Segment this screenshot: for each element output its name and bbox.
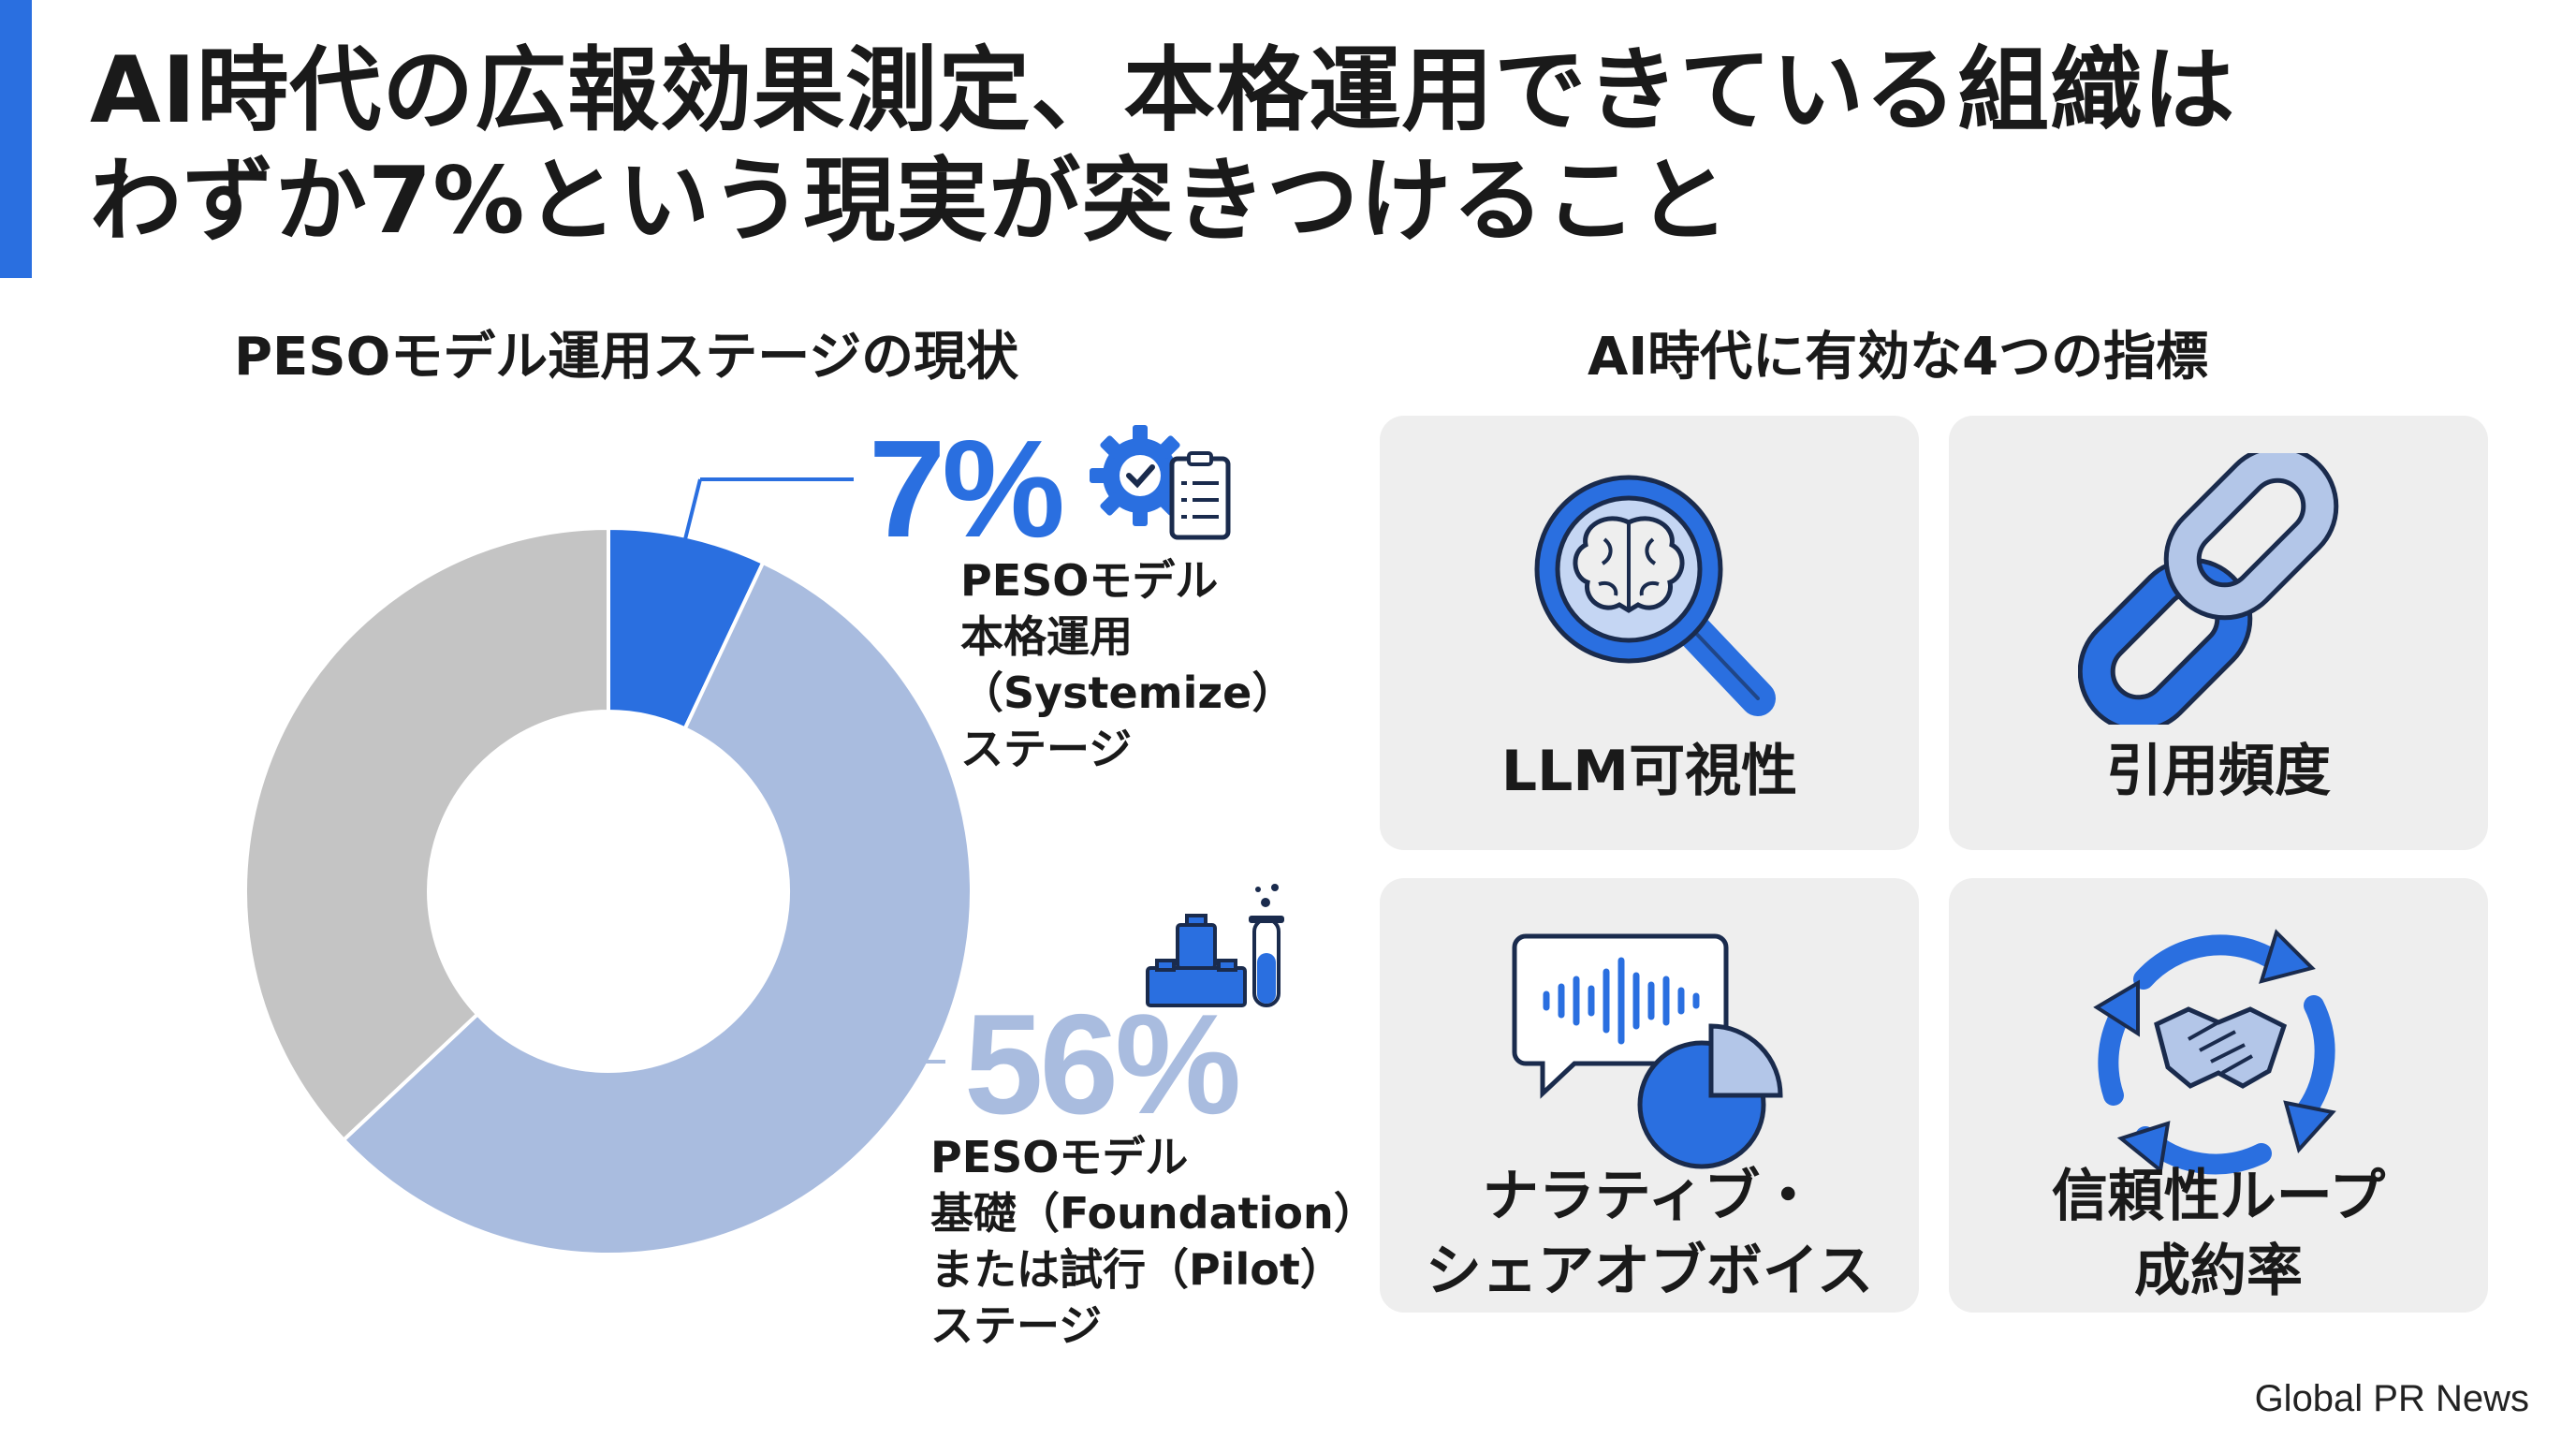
metric-label-line: 引用頻度 bbox=[2106, 739, 2331, 804]
annotation-line: 基礎（Foundation） bbox=[930, 1188, 1377, 1239]
metric-card-narrative-share-of-voice: ナラティブ・ シェアオブボイス bbox=[1380, 878, 1919, 1313]
title-line-1: AI時代の広報効果測定、本格運用できている組織は bbox=[90, 37, 2236, 144]
metric-label: ナラティブ・ シェアオブボイス bbox=[1380, 1159, 1919, 1309]
speech-waveform-pie-icon bbox=[1512, 933, 1783, 1169]
gear-clipboard-icon bbox=[1090, 425, 1231, 540]
donut-slice-2 bbox=[243, 525, 610, 1143]
page-title: AI時代の広報効果測定、本格運用できている組織は わずか7%という現実が突きつけ… bbox=[90, 36, 2235, 257]
blocks-test-tube-icon bbox=[1146, 884, 1284, 1007]
brain-magnifier-icon bbox=[1534, 475, 1776, 716]
metric-label: 信頼性ループ 成約率 bbox=[1949, 1159, 2488, 1309]
leader-line-small bbox=[665, 478, 702, 615]
chain-link-icon bbox=[2078, 453, 2339, 725]
donut-slice-1 bbox=[341, 560, 974, 1256]
metric-label-line: LLM可視性 bbox=[1500, 739, 1798, 804]
data-label-7-percent: 7% bbox=[869, 412, 1065, 566]
annotation-systemize: PESOモデル 本格運用 （Systemize） ステージ bbox=[960, 552, 1295, 777]
metric-label-line: 信頼性ループ bbox=[2051, 1164, 2386, 1229]
annotation-line: ステージ bbox=[930, 1300, 1103, 1351]
data-label-56-percent: 56% bbox=[964, 985, 1241, 1144]
annotation-line: （Systemize） bbox=[960, 668, 1295, 718]
annotation-line: 本格運用 bbox=[960, 611, 1133, 662]
handshake-cycle-icon bbox=[2093, 929, 2336, 1175]
accent-bar bbox=[0, 0, 32, 278]
title-line-2: わずか7%という現実が突きつけること bbox=[90, 148, 1731, 255]
annotation-line: または試行（Pilot） bbox=[930, 1244, 1343, 1295]
donut-chart bbox=[243, 477, 974, 1256]
metric-card-citation-frequency: 引用頻度 bbox=[1949, 416, 2488, 850]
annotation-line: PESOモデル bbox=[960, 555, 1219, 606]
right-section-title: AI時代に有効な4つの指標 bbox=[1588, 327, 2209, 388]
metric-card-trust-loop-conversion: 信頼性ループ 成約率 bbox=[1949, 878, 2488, 1313]
source-credit: Global PR News bbox=[2254, 1378, 2529, 1419]
metric-label-line: ナラティブ・ bbox=[1482, 1164, 1817, 1229]
metric-label-line: シェアオブボイス bbox=[1425, 1239, 1874, 1304]
metric-label-line: 成約率 bbox=[2134, 1239, 2303, 1304]
annotation-foundation: PESOモデル 基礎（Foundation） または試行（Pilot） ステージ bbox=[930, 1129, 1377, 1354]
metric-label: 引用頻度 bbox=[1949, 734, 2488, 809]
donut-slices bbox=[243, 525, 974, 1256]
annotation-line: PESOモデル bbox=[930, 1132, 1189, 1182]
metric-label: LLM可視性 bbox=[1380, 734, 1919, 809]
annotation-line: ステージ bbox=[960, 724, 1133, 774]
left-section-title: PESOモデル運用ステージの現状 bbox=[234, 327, 1019, 388]
metric-card-llm-visibility: LLM可視性 bbox=[1380, 416, 1919, 850]
